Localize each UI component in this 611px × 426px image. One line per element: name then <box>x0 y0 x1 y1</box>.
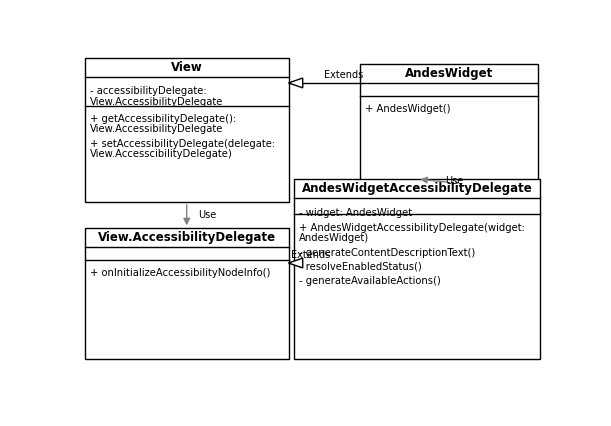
Text: - resolveEnabledStatus(): - resolveEnabledStatus() <box>299 262 422 272</box>
Text: - widget: AndesWidget: - widget: AndesWidget <box>299 207 412 218</box>
Text: AndesWidget: AndesWidget <box>405 67 494 80</box>
Text: View.AccessibilityDelegate: View.AccessibilityDelegate <box>90 98 223 107</box>
Text: + setAccessibilityDelegate(delegate:: + setAccessibilityDelegate(delegate: <box>90 139 275 149</box>
Text: View: View <box>171 60 203 74</box>
Text: - generateAvailableActions(): - generateAvailableActions() <box>299 276 441 286</box>
Text: + AndesWidgetAccessibilityDelegate(widget:: + AndesWidgetAccessibilityDelegate(widge… <box>299 223 525 233</box>
Bar <box>85 58 288 202</box>
Text: View.AccessibilityDelegate: View.AccessibilityDelegate <box>90 124 223 134</box>
Text: - generateContentDescriptionText(): - generateContentDescriptionText() <box>299 248 475 258</box>
Polygon shape <box>288 258 302 268</box>
Text: - accessibilityDelegate:: - accessibilityDelegate: <box>90 86 207 96</box>
Text: Extends: Extends <box>291 250 330 260</box>
Bar <box>85 228 288 360</box>
Text: + AndesWidget(): + AndesWidget() <box>365 104 451 114</box>
Text: Extends: Extends <box>324 70 363 81</box>
Text: View.AccesscibilityDelegate): View.AccesscibilityDelegate) <box>90 150 232 159</box>
Text: AndesWidgetAccessibilityDelegate: AndesWidgetAccessibilityDelegate <box>302 182 533 195</box>
Text: + getAccessibilityDelegate():: + getAccessibilityDelegate(): <box>90 114 236 124</box>
Text: View.AccessibilityDelegate: View.AccessibilityDelegate <box>98 231 276 244</box>
Text: Use: Use <box>445 176 463 186</box>
Polygon shape <box>288 78 302 88</box>
Text: AndesWidget): AndesWidget) <box>299 233 369 243</box>
Bar <box>295 179 540 360</box>
Text: Use: Use <box>199 210 217 220</box>
Bar <box>360 64 538 182</box>
Text: + onInitializeAccessibilityNodeInfo(): + onInitializeAccessibilityNodeInfo() <box>90 268 270 278</box>
